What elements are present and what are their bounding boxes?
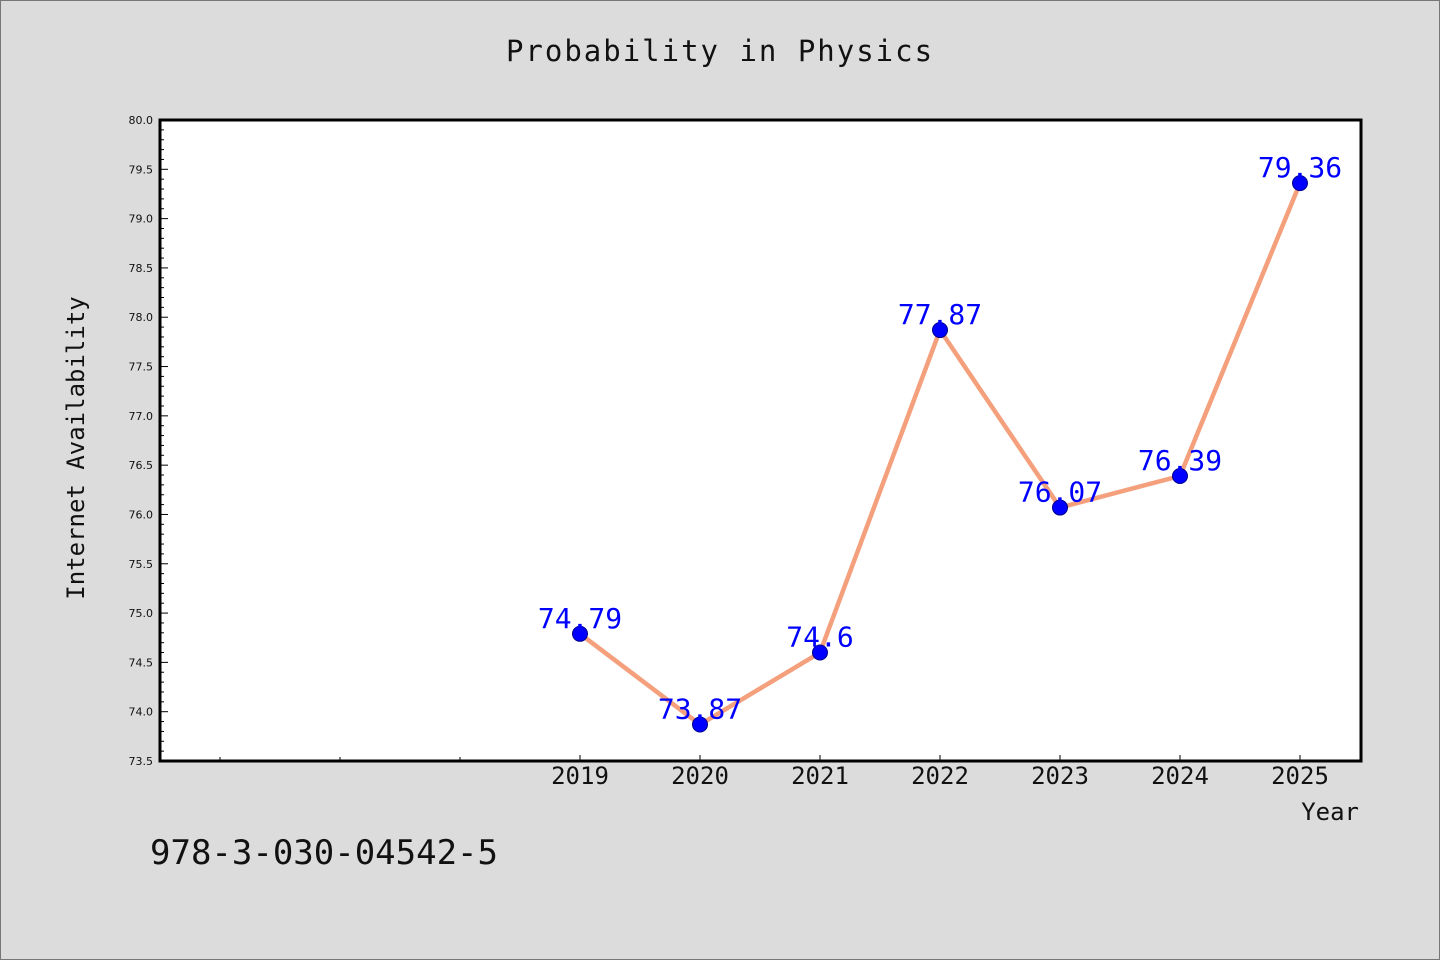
data-label: 74.79: [538, 602, 622, 635]
y-tick-label: 78.0: [129, 311, 154, 324]
footer-code: 978-3-030-04542-5: [150, 833, 498, 873]
y-tick-label: 75.0: [129, 607, 154, 620]
x-tick-label: 2025: [1271, 762, 1329, 790]
data-label: 73.87: [658, 693, 742, 726]
data-point: [692, 716, 708, 733]
y-tick-label: 76.0: [129, 508, 154, 521]
y-tick-label: 73.5: [129, 755, 154, 768]
y-tick-label: 79.5: [129, 163, 154, 176]
x-tick-label: 2019: [551, 762, 609, 790]
y-tick-label: 77.5: [129, 361, 154, 374]
data-point: [932, 322, 948, 339]
data-label: 76.07: [1018, 476, 1102, 509]
data-point: [1292, 175, 1308, 192]
x-tick-label: 2020: [671, 762, 729, 790]
data-label: 76.39: [1138, 444, 1222, 477]
x-axis-ticks: 2019 2020 2021 2022 2023 2024 2025: [219, 755, 1329, 790]
data-point: [1172, 468, 1188, 485]
y-tick-label: 78.5: [129, 262, 154, 275]
plot-area: [158, 118, 1363, 763]
x-tick-label: 2021: [791, 762, 849, 790]
data-label: 74.6: [786, 621, 853, 654]
y-tick-label: 77.0: [129, 410, 154, 423]
x-axis-label: Year: [1301, 798, 1359, 826]
chart-title: Probability in Physics: [505, 34, 935, 68]
y-tick-label: 76.5: [129, 459, 154, 472]
y-axis-ticks: 73.5 74.0 74.5 75.0 75.5 76.0 76.5 77.0 77.5 78.0…: [129, 114, 168, 768]
data-point: [812, 644, 828, 661]
y-tick-label: 74.0: [129, 706, 154, 719]
x-tick-label: 2023: [1031, 762, 1089, 790]
series-layer: 74.79 73.87 74.6 77.87 76.07 76.39 79.36: [538, 151, 1342, 733]
y-tick-label: 80.0: [129, 114, 154, 127]
y-tick-label: 74.5: [129, 656, 154, 669]
x-tick-label: 2024: [1151, 762, 1209, 790]
y-tick-label: 79.0: [129, 213, 154, 226]
x-tick-label: 2022: [911, 762, 969, 790]
y-tick-label: 75.5: [129, 558, 154, 571]
data-label: 79.36: [1258, 151, 1342, 184]
y-axis-label: Internet Availability: [62, 296, 90, 599]
data-point: [1052, 499, 1068, 516]
data-point: [572, 625, 588, 642]
data-label: 77.87: [898, 298, 982, 331]
